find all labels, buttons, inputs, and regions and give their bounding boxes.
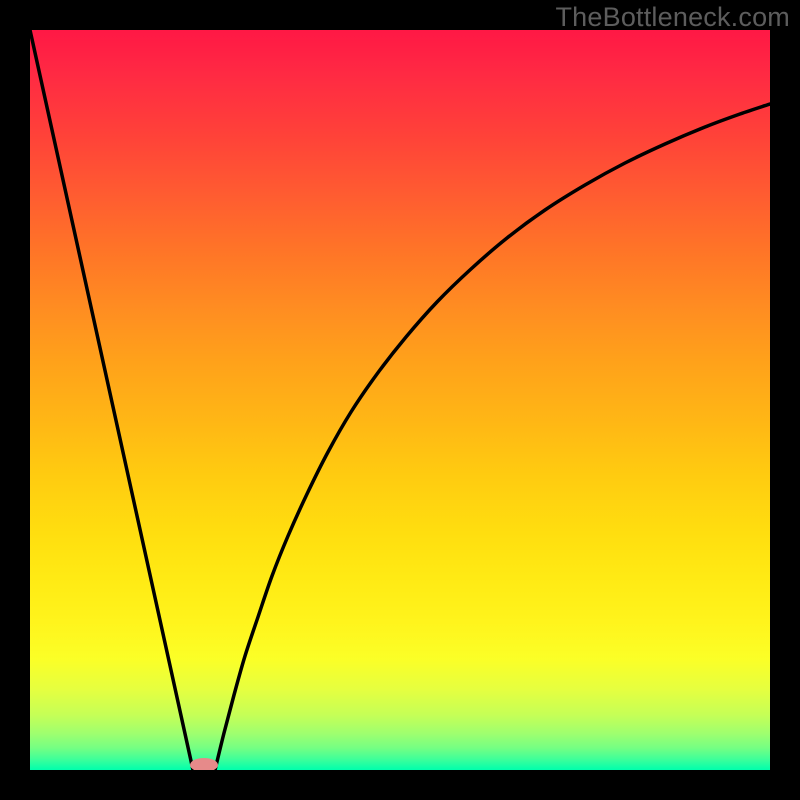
chart-container: TheBottleneck.com bbox=[0, 0, 800, 800]
watermark-text: TheBottleneck.com bbox=[555, 2, 790, 33]
optimal-point-marker bbox=[190, 758, 218, 772]
plot-background-gradient bbox=[30, 30, 770, 770]
bottleneck-curve-chart bbox=[0, 0, 800, 800]
